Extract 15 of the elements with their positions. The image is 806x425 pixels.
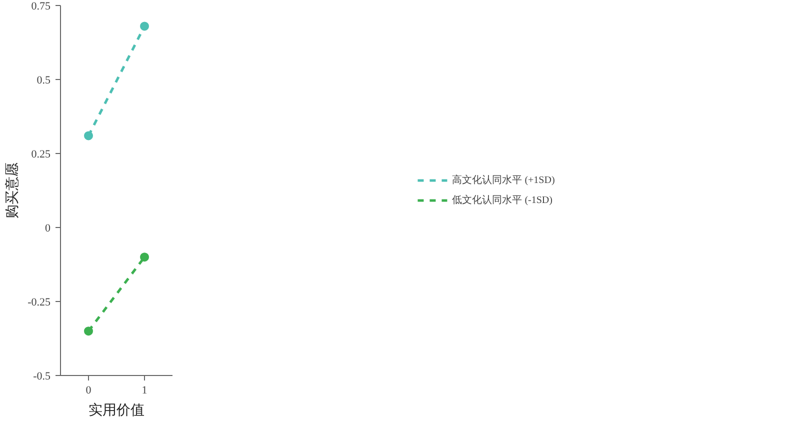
x-tick-label: 1	[142, 384, 148, 396]
point	[140, 252, 149, 262]
legend-label: 高文化认同水平 (+1SD)	[452, 174, 555, 187]
y-tick-label: 0.5	[36, 74, 51, 86]
y-axis-title: 购买意愿	[4, 162, 20, 218]
y-tick-label: 0.25	[31, 148, 51, 160]
point	[84, 326, 93, 336]
y-tick-label: 0.75	[31, 0, 51, 12]
x-axis-title: 实用价值	[88, 402, 144, 418]
y-tick-label: -0.5	[33, 370, 51, 382]
legend-label: 低文化认同水平 (-1SD)	[452, 194, 552, 207]
point	[140, 22, 149, 31]
point	[84, 131, 93, 140]
y-tick-label: -0.25	[28, 296, 51, 308]
y-tick-label: 0	[45, 222, 51, 234]
